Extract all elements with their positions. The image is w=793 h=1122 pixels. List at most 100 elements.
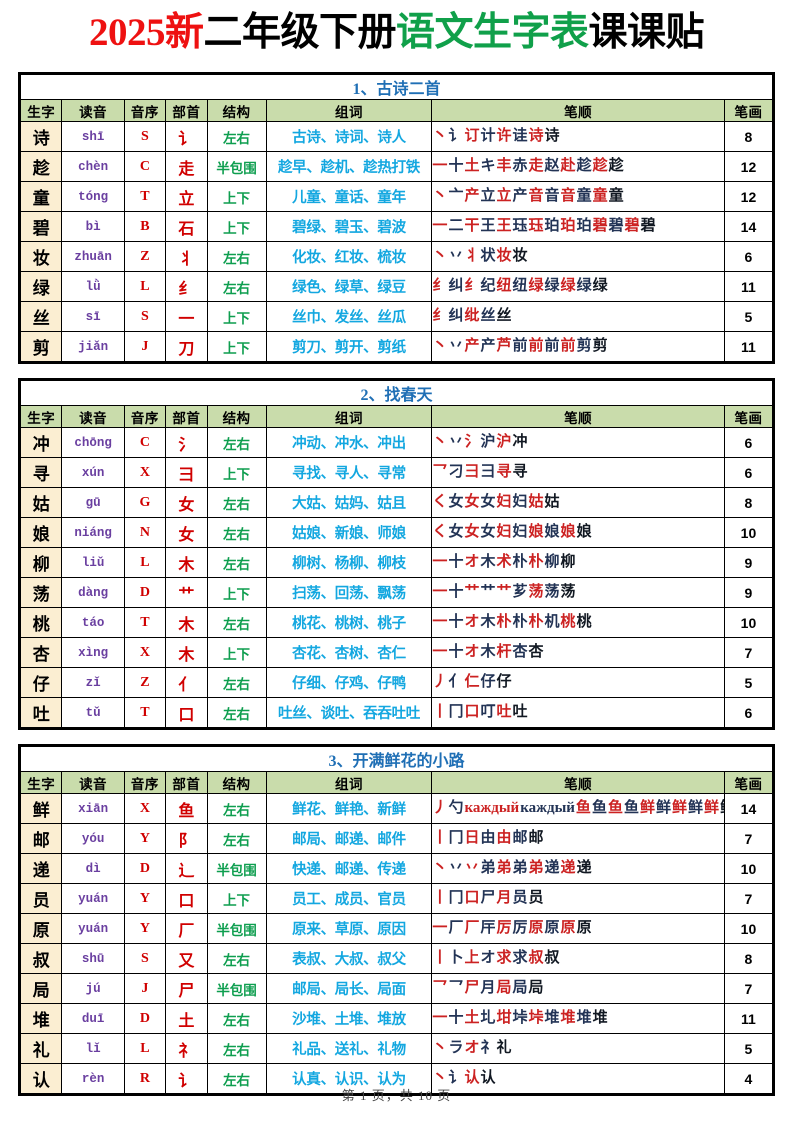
cell-yinxu: S	[123, 301, 167, 332]
column-header-c-yx: 音序	[123, 405, 167, 428]
cell-bihua: 8	[723, 943, 774, 974]
cell-zuci: 吐丝、谈吐、吞吞吐吐	[265, 697, 433, 728]
cell-jiegou: 上下	[206, 211, 267, 242]
cell-zuci: 认真、认识、认为	[265, 1063, 433, 1094]
stroke-step: 丨	[432, 830, 448, 846]
stroke-order-sequence: 纟纠纰丝丝	[433, 303, 723, 330]
stroke-step: 鲜	[704, 800, 720, 816]
cell-zuci: 大姑、姑妈、姑且	[265, 487, 433, 518]
cell-yinxu: L	[123, 1033, 167, 1064]
table-row: 杏 xìng X 木上下 杏花、杏树、杏仁一十オ木杆杏杏 7	[19, 637, 774, 668]
cell-zuci: 儿童、童话、童年	[265, 181, 433, 212]
cell-zuci: 冲动、冲水、冲出	[265, 427, 433, 458]
stroke-step: 音	[528, 188, 544, 204]
cell-zuci: 鲜花、鲜艳、新鲜	[265, 793, 433, 824]
stroke-step: 妆	[512, 248, 528, 264]
stroke-step: 冂	[448, 704, 464, 720]
cell-jiegou: 半包围	[206, 151, 267, 182]
cell-bushou: 土	[165, 1003, 208, 1034]
cell-bushou: 石	[165, 211, 208, 242]
cell-bihua: 6	[723, 241, 774, 272]
cell-zuci: 快递、邮递、传递	[265, 853, 433, 884]
stroke-step: 求	[512, 950, 528, 966]
stroke-step: オ	[464, 554, 480, 570]
stroke-step: 王	[496, 218, 512, 234]
cell-strokes: 一十土圠坩垰垰堆堆堆堆	[431, 1003, 725, 1034]
stroke-step: 走	[528, 158, 544, 174]
cell-jiegou: 左右	[206, 487, 267, 518]
cell-yinxu: S	[123, 943, 167, 974]
stroke-step: каждый	[464, 800, 520, 816]
stroke-step: каждый	[520, 800, 575, 816]
cell-zi: 递	[19, 853, 63, 884]
cell-pinyin: yuán	[61, 913, 125, 944]
cell-bushou: 艹	[165, 577, 208, 608]
stroke-step: 丝	[480, 308, 496, 324]
stroke-step: 递	[560, 860, 576, 876]
stroke-step: 丶	[432, 128, 448, 144]
unit-block: 2、找春天 生字 读音 音序 部首 结构 组词 笔顺 笔画冲 chōng C 氵左右 冲动、冲水、冲出丶…	[18, 378, 775, 730]
cell-pinyin: shū	[61, 943, 125, 974]
stroke-step: 乛	[432, 464, 448, 480]
stroke-order-sequence: 一十オ木朴朴朴机桃桃	[432, 609, 723, 636]
stroke-step: 童	[576, 188, 592, 204]
stroke-step: 一	[432, 614, 448, 630]
stroke-order-sequence: 丿勺каждыйкаждый鱼鱼鱼鱼鲜鲜鲜鲜鲜鲜	[433, 795, 723, 822]
stroke-step: 丷	[448, 248, 464, 264]
stroke-step: 亻	[448, 674, 464, 690]
stroke-step: 员	[512, 890, 528, 906]
cell-bihua: 12	[723, 181, 774, 212]
cell-jiegou: 左右	[206, 121, 267, 152]
stroke-step: 丷	[448, 860, 464, 876]
table-row: 吐 tǔ T 口左右 吐丝、谈吐、吞吞吐吐丨冂口叮吐吐 6	[19, 697, 774, 728]
cell-bihua: 10	[723, 913, 774, 944]
stroke-step: 朴	[512, 614, 528, 630]
cell-strokes: 纟纠纰丝丝	[431, 301, 725, 332]
cell-strokes: 丶ラオ礻礼	[431, 1033, 725, 1064]
stroke-step: 状	[480, 248, 496, 264]
stroke-step: 原	[560, 920, 576, 936]
stroke-order-sequence: 丶丷氵沪沪冲	[433, 429, 723, 456]
stroke-step: 口	[464, 704, 480, 720]
stroke-step: 十	[448, 614, 464, 630]
cell-zuci: 沙堆、土堆、堆放	[265, 1003, 433, 1034]
cell-yinxu: T	[123, 607, 167, 638]
stroke-step: 绿	[560, 278, 576, 294]
cell-bushou: 辶	[165, 853, 208, 884]
cell-bihua: 7	[723, 883, 774, 914]
cell-pinyin: xìng	[61, 637, 125, 668]
stroke-step: 弟	[496, 860, 512, 876]
stroke-step: 勺	[448, 800, 464, 816]
cell-zi: 妆	[19, 241, 63, 272]
stroke-step: 纽	[512, 278, 528, 294]
stroke-step: 员	[528, 890, 544, 906]
cell-pinyin: dàng	[61, 577, 125, 608]
stroke-step: 局	[496, 980, 512, 996]
cell-strokes: 一二干王王珏珏珀珀珀碧碧碧碧	[431, 211, 725, 242]
stroke-step: 女	[480, 524, 496, 540]
cell-jiegou: 半包围	[206, 913, 267, 944]
stroke-step: 纽	[496, 278, 512, 294]
cell-zi: 堆	[19, 1003, 63, 1034]
stroke-step: 亠	[448, 188, 464, 204]
cell-bihua: 12	[723, 151, 774, 182]
stroke-step: 弟	[528, 860, 544, 876]
column-header-c-zi: 生字	[19, 99, 63, 122]
cell-zuci: 剪刀、剪开、剪纸	[265, 331, 433, 362]
cell-yinxu: J	[123, 973, 167, 1004]
stroke-step: 仔	[496, 674, 512, 690]
stroke-step: 前	[544, 338, 560, 354]
cell-yinxu: J	[123, 331, 167, 362]
stroke-step: 月	[480, 980, 496, 996]
stroke-step: 丶	[432, 248, 448, 264]
stroke-step: 鱼	[591, 800, 607, 816]
cell-pinyin: gū	[61, 487, 125, 518]
column-header-row: 生字 读音 音序 部首 结构 组词 笔顺 笔画	[19, 99, 774, 122]
cell-pinyin: zǐ	[61, 667, 125, 698]
table-row: 娘 niáng N 女左右 姑娘、新娘、师娘く女女女妇妇娘娘娘娘 10	[19, 517, 774, 548]
cell-yinxu: X	[123, 793, 167, 824]
stroke-step: 邮	[512, 830, 528, 846]
stroke-step: 丝	[496, 308, 512, 324]
section-heading: 3、开满鲜花的小路	[20, 746, 773, 772]
stroke-step: 丶	[432, 1040, 448, 1056]
